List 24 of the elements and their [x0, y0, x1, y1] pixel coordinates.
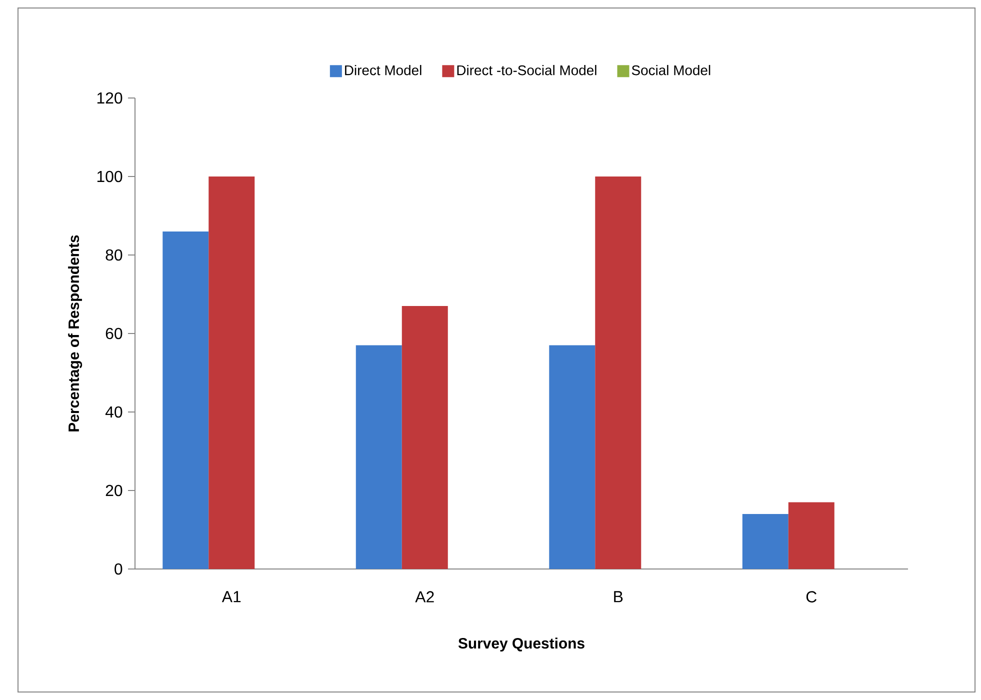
x-tick-label: C: [806, 591, 817, 602]
legend-label: Direct -to-Social Model: [457, 64, 596, 76]
y-tick-label: 80: [106, 249, 122, 261]
legend-label: Social Model: [632, 64, 710, 76]
y-axis-title: Percentage of Respondents: [68, 235, 82, 432]
bar: [549, 345, 596, 569]
y-tick-label: 100: [97, 170, 122, 182]
bar: [208, 176, 255, 569]
y-tick-label: 0: [114, 563, 122, 575]
bar: [595, 176, 642, 569]
bar: [402, 306, 448, 569]
x-tick-label: B: [614, 591, 623, 602]
bar: [356, 345, 402, 569]
bar: [788, 502, 834, 569]
y-tick-label: 120: [97, 92, 122, 104]
bar: [742, 514, 788, 569]
bar: [162, 231, 209, 569]
y-tick-label: 40: [105, 406, 122, 418]
y-tick-label: 60: [106, 328, 122, 340]
y-tick-label: 20: [106, 484, 122, 496]
x-axis-title: Survey Questions: [458, 638, 584, 652]
x-tick-label: A1: [222, 591, 241, 602]
x-tick-label: A2: [415, 591, 434, 602]
legend-label: Direct Model: [345, 64, 422, 76]
